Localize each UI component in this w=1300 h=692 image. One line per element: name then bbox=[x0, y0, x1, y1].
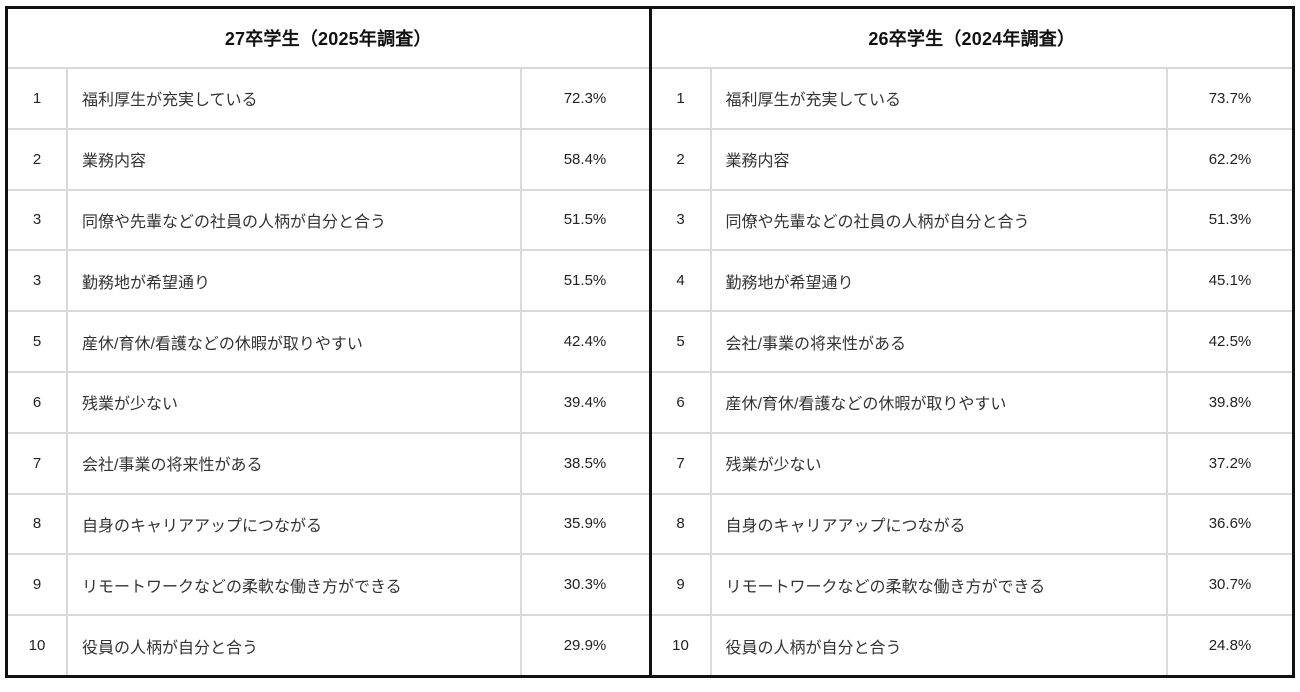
table-row: 9 リモートワークなどの柔軟な働き方ができる 30.7% bbox=[651, 555, 1292, 617]
rank-cell: 7 bbox=[8, 433, 68, 493]
table-row: 9 リモートワークなどの柔軟な働き方ができる 30.3% bbox=[8, 555, 649, 617]
rank-cell: 3 bbox=[652, 190, 712, 250]
rank-cell: 6 bbox=[8, 372, 68, 432]
table-row: 6 残業が少ない 39.4% bbox=[8, 372, 649, 434]
rank-cell: 5 bbox=[652, 312, 712, 371]
label-cell: 業務内容 bbox=[725, 153, 790, 171]
rank-cell: 7 bbox=[652, 433, 712, 493]
table-row: 10 役員の人柄が自分と合う 29.9% bbox=[8, 616, 649, 675]
label-cell: 業務内容 bbox=[82, 153, 147, 171]
value-cell: 58.4% bbox=[519, 129, 649, 189]
value-cell: 51.5% bbox=[519, 190, 649, 250]
table-body-26sotsu: 1 福利厚生が充実している 73.7% 2 業務内容 62.2% 3 同僚や先輩… bbox=[651, 69, 1293, 675]
table-header-27sotsu: 27卒学生（2025年調査） bbox=[8, 9, 649, 69]
label-cell: 産休/育休/看護などの休暇が取りやすい bbox=[725, 396, 1007, 414]
table-row: 3 同僚や先輩などの社員の人柄が自分と合う 51.5% bbox=[8, 190, 649, 252]
table-header-26sotsu: 26卒学生（2024年調査） bbox=[651, 9, 1292, 69]
table-row: 8 自身のキャリアアップにつながる 36.6% bbox=[651, 494, 1292, 556]
value-cell: 42.5% bbox=[1166, 312, 1292, 371]
table-row: 4 勤務地が希望通り 45.1% bbox=[651, 251, 1292, 313]
label-cell: 残業が少ない bbox=[725, 457, 822, 475]
label-cell: 会社/事業の将来性がある bbox=[82, 457, 263, 475]
value-cell: 45.1% bbox=[1166, 251, 1292, 311]
rank-cell: 2 bbox=[652, 129, 712, 189]
label-cell: 福利厚生が充実している bbox=[82, 92, 258, 110]
rank-cell: 3 bbox=[8, 190, 68, 250]
table-row: 6 産休/育休/看護などの休暇が取りやすい 39.8% bbox=[651, 372, 1292, 434]
value-cell: 29.9% bbox=[519, 616, 649, 675]
value-cell: 36.6% bbox=[1166, 494, 1292, 554]
rank-cell: 1 bbox=[652, 69, 712, 128]
rank-cell: 10 bbox=[652, 616, 712, 675]
value-cell: 51.5% bbox=[519, 251, 649, 311]
table-row: 5 産休/育休/看護などの休暇が取りやすい 42.4% bbox=[8, 312, 649, 373]
rank-cell: 9 bbox=[8, 555, 68, 615]
rank-cell: 8 bbox=[652, 494, 712, 554]
label-cell: 同僚や先輩などの社員の人柄が自分と合う bbox=[725, 213, 1030, 231]
rank-cell: 10 bbox=[8, 616, 68, 675]
label-cell: 福利厚生が充実している bbox=[725, 92, 902, 110]
value-cell: 72.3% bbox=[519, 69, 649, 128]
table-row: 8 自身のキャリアアップにつながる 35.9% bbox=[8, 494, 649, 556]
table-row: 3 同僚や先輩などの社員の人柄が自分と合う 51.3% bbox=[651, 190, 1292, 252]
rank-cell: 4 bbox=[652, 251, 712, 311]
value-cell: 39.4% bbox=[519, 372, 649, 432]
label-cell: 勤務地が希望通り bbox=[82, 274, 211, 292]
tables-container: 27卒学生（2025年調査） 1 福利厚生が充実している 72.3% 2 業務内… bbox=[5, 6, 1295, 678]
table-row: 2 業務内容 62.2% bbox=[651, 129, 1292, 191]
value-cell: 37.2% bbox=[1166, 433, 1292, 493]
label-cell: 自身のキャリアアップにつながる bbox=[725, 517, 966, 535]
ranking-table-26sotsu: 26卒学生（2024年調査） 1 福利厚生が充実している 73.7% 2 業務内… bbox=[651, 9, 1293, 675]
label-cell: 自身のキャリアアップにつながる bbox=[82, 517, 323, 535]
value-cell: 39.8% bbox=[1166, 372, 1292, 432]
table-body-27sotsu: 1 福利厚生が充実している 72.3% 2 業務内容 58.4% 3 同僚や先輩… bbox=[8, 69, 649, 675]
ranking-table-27sotsu: 27卒学生（2025年調査） 1 福利厚生が充実している 72.3% 2 業務内… bbox=[8, 9, 652, 675]
value-cell: 73.7% bbox=[1166, 69, 1292, 128]
label-cell: 会社/事業の将来性がある bbox=[725, 335, 906, 353]
rank-cell: 5 bbox=[8, 312, 68, 371]
value-cell: 35.9% bbox=[519, 494, 649, 554]
rank-cell: 8 bbox=[8, 494, 68, 554]
rank-cell: 6 bbox=[652, 372, 712, 432]
table-row: 3 勤務地が希望通り 51.5% bbox=[8, 251, 649, 313]
table-row: 10 役員の人柄が自分と合う 24.8% bbox=[652, 616, 1293, 675]
value-cell: 30.7% bbox=[1166, 555, 1292, 615]
table-row: 7 残業が少ない 37.2% bbox=[651, 433, 1292, 495]
label-cell: 役員の人柄が自分と合う bbox=[725, 639, 902, 657]
table-row: 5 会社/事業の将来性がある 42.5% bbox=[651, 312, 1292, 373]
value-cell: 51.3% bbox=[1166, 190, 1292, 250]
rank-cell: 1 bbox=[8, 69, 68, 128]
rank-cell: 2 bbox=[8, 129, 68, 189]
label-cell: リモートワークなどの柔軟な働き方ができる bbox=[82, 578, 402, 596]
label-cell: 役員の人柄が自分と合う bbox=[82, 639, 259, 657]
rank-cell: 3 bbox=[8, 251, 68, 311]
label-cell: 産休/育休/看護などの休暇が取りやすい bbox=[82, 335, 363, 353]
table-row: 1 福利厚生が充実している 73.7% bbox=[651, 69, 1292, 130]
value-cell: 42.4% bbox=[519, 312, 649, 371]
value-cell: 62.2% bbox=[1166, 129, 1292, 189]
value-cell: 38.5% bbox=[519, 433, 649, 493]
table-row: 2 業務内容 58.4% bbox=[8, 129, 649, 191]
value-cell: 30.3% bbox=[519, 555, 649, 615]
table-row: 7 会社/事業の将来性がある 38.5% bbox=[8, 433, 649, 495]
label-cell: リモートワークなどの柔軟な働き方ができる bbox=[725, 578, 1046, 596]
table-row: 1 福利厚生が充実している 72.3% bbox=[8, 69, 649, 130]
rank-cell: 9 bbox=[652, 555, 712, 615]
label-cell: 同僚や先輩などの社員の人柄が自分と合う bbox=[82, 213, 387, 231]
label-cell: 残業が少ない bbox=[82, 396, 179, 414]
label-cell: 勤務地が希望通り bbox=[725, 274, 854, 292]
value-cell: 24.8% bbox=[1166, 616, 1292, 675]
